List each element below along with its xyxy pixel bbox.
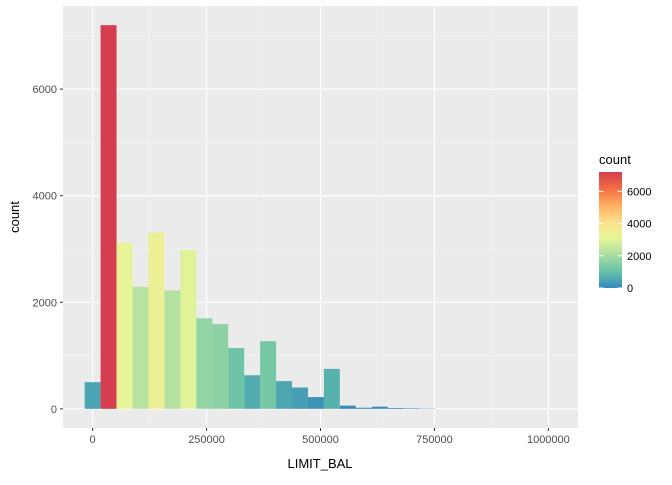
x-tick-label: 0 <box>90 434 96 446</box>
histogram-bar <box>85 382 101 409</box>
x-axis: 0 250000 500000 750000 1000000 <box>90 428 570 446</box>
x-tick-label: 1000000 <box>527 434 570 446</box>
legend-break-label: 2000 <box>627 251 651 263</box>
histogram-bar <box>196 318 212 409</box>
histogram-bar <box>276 381 292 409</box>
histogram-bar <box>101 25 117 409</box>
histogram-bar <box>292 388 308 409</box>
histogram-bar <box>148 232 164 408</box>
histogram-bar <box>180 250 196 409</box>
x-tick-label: 750000 <box>416 434 453 446</box>
histogram-bar <box>340 406 356 409</box>
histogram-bar <box>308 397 324 409</box>
histogram-bar <box>117 243 133 409</box>
histogram-bar <box>228 348 244 409</box>
x-tick-label: 500000 <box>302 434 339 446</box>
histogram-bar <box>133 287 149 409</box>
histogram-bar <box>244 375 260 409</box>
legend-break-label: 6000 <box>627 186 651 198</box>
y-tick-label: 6000 <box>33 84 57 96</box>
y-axis: 0 2000 4000 6000 <box>33 84 63 416</box>
histogram-bar <box>388 408 404 409</box>
legend-break-label: 0 <box>627 283 633 295</box>
y-tick-label: 4000 <box>33 191 57 203</box>
histogram-bar <box>404 408 420 409</box>
y-tick-label: 2000 <box>33 297 57 309</box>
x-tick-label: 250000 <box>188 434 225 446</box>
y-tick-label: 0 <box>51 404 57 416</box>
legend-title: count <box>599 152 631 167</box>
histogram-bar <box>212 324 228 409</box>
legend-colorbar <box>599 172 622 288</box>
histogram-bar <box>324 369 340 409</box>
legend-break-label: 4000 <box>627 219 651 231</box>
x-axis-title: LIMIT_BAL <box>287 456 352 471</box>
y-axis-title: count <box>7 201 22 233</box>
histogram-bar <box>356 408 372 409</box>
histogram-bar <box>372 407 388 409</box>
histogram-bar <box>164 291 180 409</box>
legend: count 0 2000 4000 6000 <box>599 152 651 295</box>
histogram-bar <box>260 341 276 409</box>
